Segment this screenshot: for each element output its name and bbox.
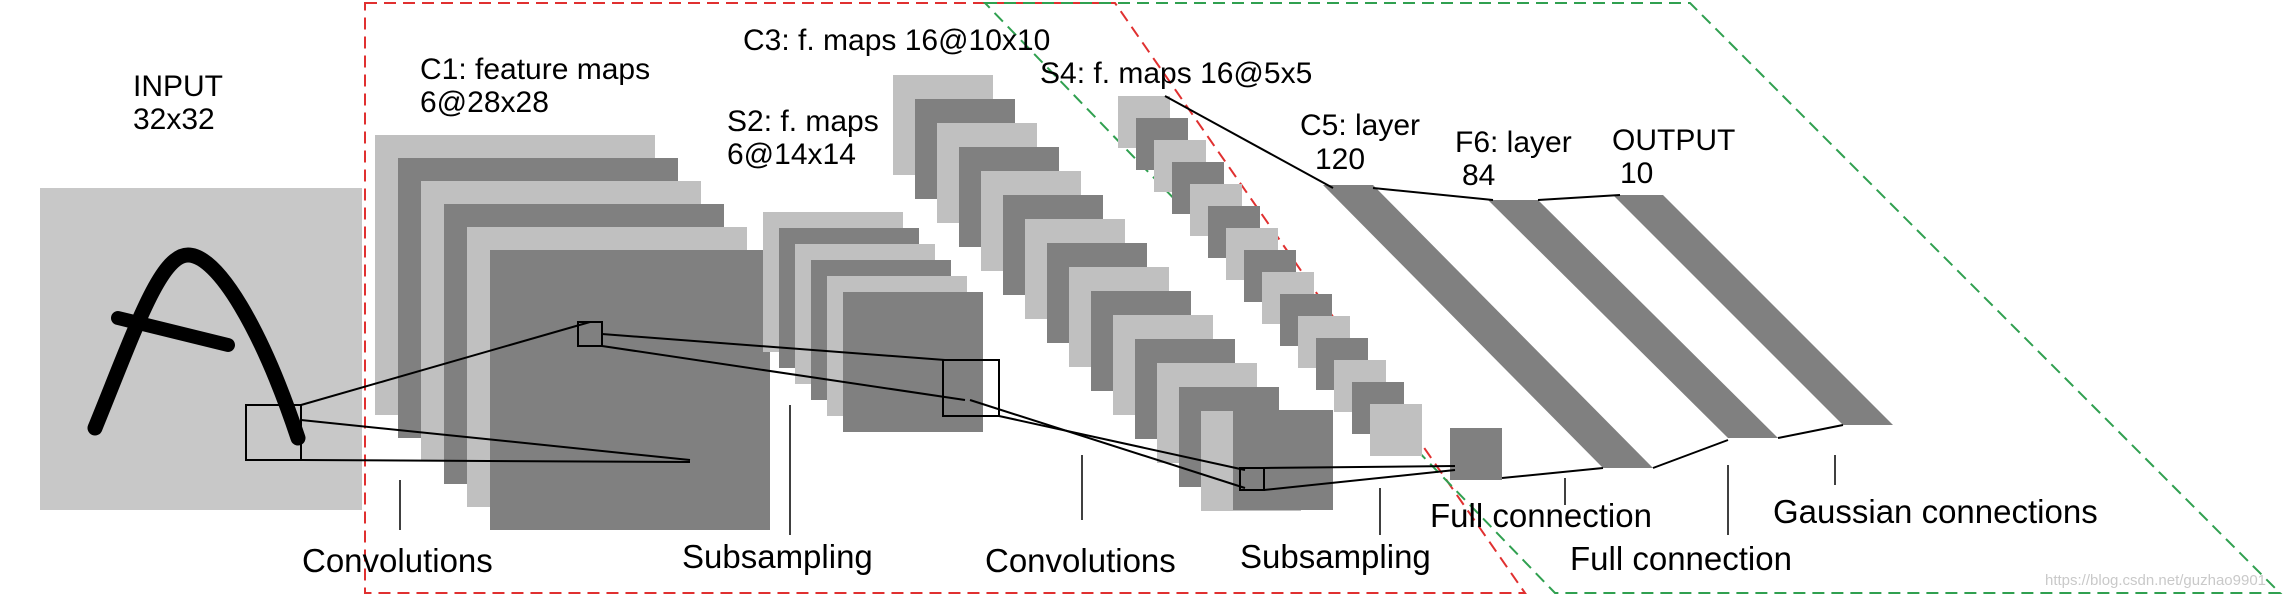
red-dashed-region — [364, 2, 1527, 594]
convolutions-label-2: Convolutions — [985, 542, 1176, 579]
c5-layer — [1323, 185, 1653, 468]
s2-receptive-field — [942, 359, 1000, 417]
input-size: 32x32 — [133, 103, 215, 136]
f6-title: F6: layer — [1455, 126, 1572, 159]
c3-title: C3: f. maps 16@10x10 — [743, 24, 1050, 57]
f6-layer — [1488, 200, 1778, 438]
c3-receptive-field — [1239, 467, 1265, 491]
input-letter-a — [87, 247, 306, 446]
c3-feature-maps — [893, 75, 1333, 511]
convolutions-label-1: Convolutions — [302, 542, 493, 579]
operation-ticks — [399, 405, 1836, 535]
c1-title: C1: feature maps — [420, 53, 650, 86]
s2-size: 6@14x14 — [727, 138, 856, 171]
output-size: 10 — [1620, 157, 1653, 190]
c5-title: C5: layer — [1300, 109, 1420, 142]
full-connection-label-1: Full connection — [1430, 497, 1652, 534]
watermark: https://blog.csdn.net/guzhao9901 — [2045, 572, 2266, 589]
output-layer — [1613, 195, 1893, 425]
s2-title: S2: f. maps — [727, 105, 879, 138]
s2-feature-maps — [763, 212, 983, 432]
c1-feature-maps — [375, 135, 770, 530]
s4-feature-maps — [1118, 96, 1502, 480]
input-title: INPUT — [133, 70, 223, 103]
f6-size: 84 — [1462, 159, 1495, 192]
c1-size: 6@28x28 — [420, 86, 549, 119]
output-title: OUTPUT — [1612, 124, 1735, 157]
c5-size: 120 — [1315, 143, 1365, 176]
subsampling-label-2: Subsampling — [1240, 538, 1431, 575]
s4-title: S4: f. maps 16@5x5 — [1040, 57, 1312, 90]
input-image — [40, 188, 362, 510]
input-receptive-field — [245, 404, 302, 461]
connection-lines — [300, 95, 1844, 491]
subsampling-label-1: Subsampling — [682, 538, 873, 575]
gaussian-connections-label: Gaussian connections — [1773, 493, 2098, 530]
full-connection-label-2: Full connection — [1570, 540, 1792, 577]
